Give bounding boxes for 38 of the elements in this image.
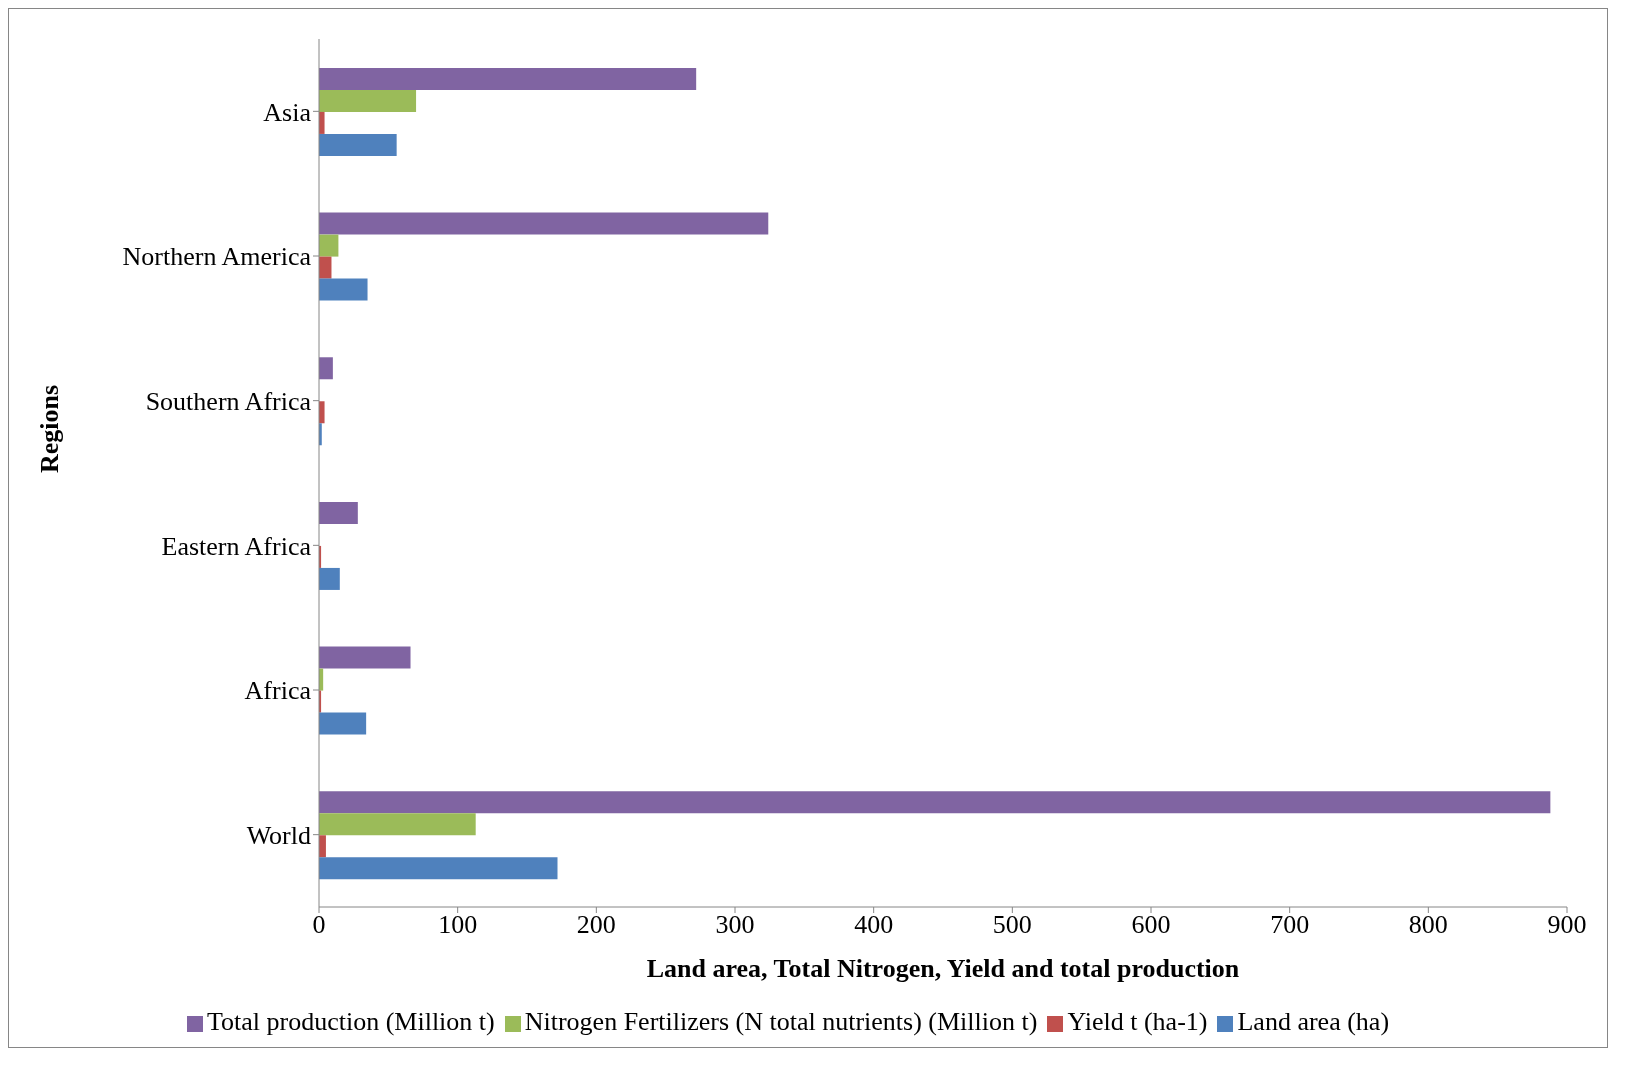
legend-label: Yield t (ha-1) bbox=[1067, 1007, 1208, 1036]
x-tick-label: 0 bbox=[312, 910, 326, 940]
x-tick-label: 100 bbox=[438, 910, 478, 940]
bar bbox=[319, 791, 1551, 814]
bar bbox=[319, 501, 358, 524]
bar bbox=[319, 67, 697, 90]
x-tick-label: 900 bbox=[1547, 910, 1587, 940]
x-tick-label: 800 bbox=[1408, 910, 1448, 940]
x-tick-label: 500 bbox=[992, 910, 1032, 940]
x-tick-label: 400 bbox=[854, 910, 894, 940]
bar bbox=[319, 857, 558, 880]
bar bbox=[319, 813, 476, 836]
legend-label: Total production (Million t) bbox=[206, 1007, 495, 1036]
y-tick-label: Asia bbox=[263, 97, 312, 127]
legend-label: Land area (ha) bbox=[1237, 1007, 1390, 1036]
y-axis-title: Regions bbox=[35, 384, 65, 473]
y-tick-label: Eastern Africa bbox=[161, 531, 312, 561]
bar bbox=[319, 89, 417, 112]
x-tick-label: 700 bbox=[1270, 910, 1310, 940]
bar bbox=[319, 567, 340, 590]
y-tick-label: Northern America bbox=[122, 242, 312, 272]
bar bbox=[319, 133, 397, 156]
y-tick-label: World bbox=[246, 820, 311, 850]
bar bbox=[319, 646, 411, 669]
y-tick-label: Southern Africa bbox=[145, 386, 312, 416]
x-tick-label: 600 bbox=[1131, 910, 1171, 940]
bar bbox=[319, 712, 367, 735]
y-tick-label: Africa bbox=[244, 676, 312, 706]
x-tick-label: 300 bbox=[715, 910, 755, 940]
bar bbox=[319, 111, 325, 134]
legend-label: Nitrogen Fertilizers (N total nutrients) (Million t) bbox=[524, 1007, 1038, 1036]
bar bbox=[319, 401, 325, 424]
bar bbox=[319, 278, 368, 301]
bar bbox=[319, 234, 339, 257]
x-tick-label: 200 bbox=[576, 910, 616, 940]
x-axis-title: Land area, Total Nitrogen, Yield and total production bbox=[646, 954, 1240, 983]
bar bbox=[319, 357, 333, 380]
bar bbox=[319, 212, 769, 235]
